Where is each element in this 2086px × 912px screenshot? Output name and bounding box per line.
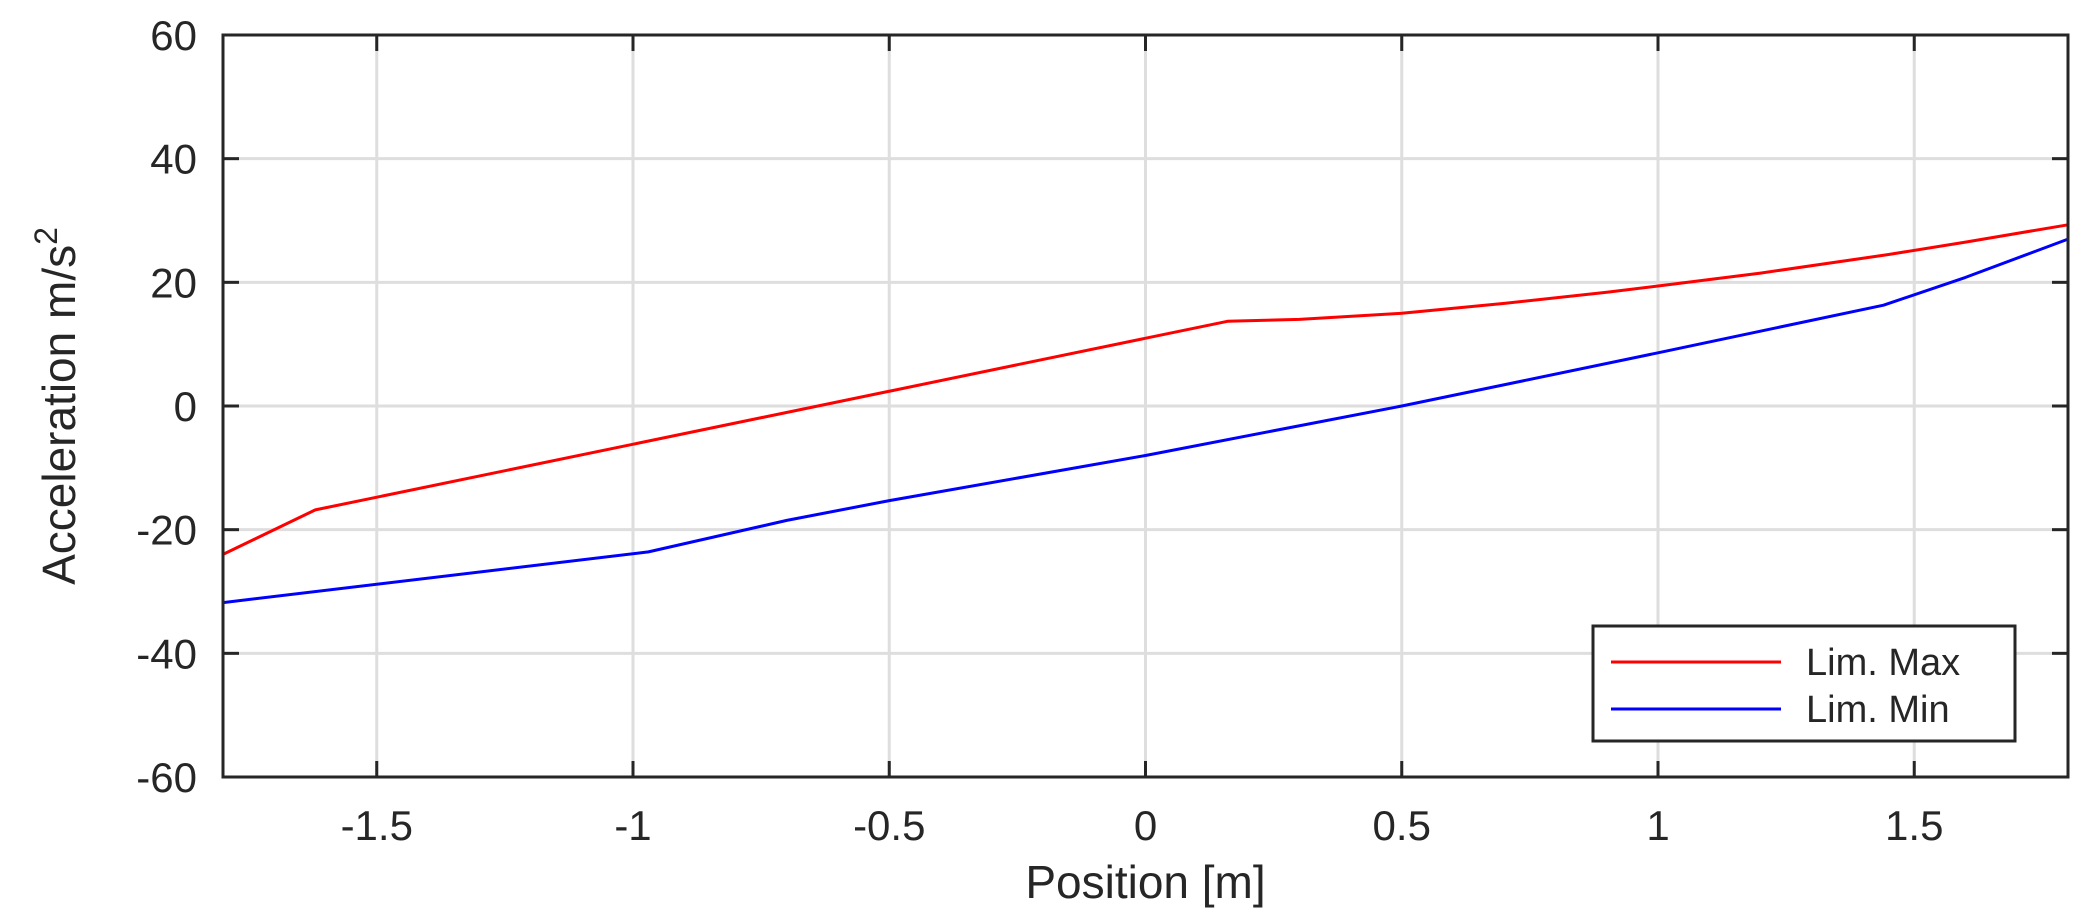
x-tick-label: -0.5: [853, 802, 925, 849]
y-tick-label: 0: [174, 383, 197, 430]
x-tick-label: 0: [1134, 802, 1157, 849]
axis-ticks: [223, 33, 2068, 779]
series-layer: [222, 223, 2069, 605]
x-tick-label: 1.5: [1885, 802, 1943, 849]
legend-label: Lim. Min: [1806, 689, 1950, 731]
y-tick-label: 60: [150, 12, 197, 59]
x-tick-label: -1.5: [341, 802, 413, 849]
x-tick-label: -1: [614, 802, 651, 849]
y-axis-title: Acceleration m/s2: [28, 227, 85, 585]
tick-labels: -1.5 -1 -0.5 0 0.5 1 1.5 -60 -40 -20 0 20 40 60: [136, 12, 1943, 849]
series-line-1: [222, 223, 2069, 556]
legend-box: [1591, 624, 2017, 743]
y-tick-label: -60: [136, 754, 197, 801]
series-line-2: [222, 237, 2069, 605]
x-tick-label: 0.5: [1373, 802, 1431, 849]
y-tick-label: 20: [150, 259, 197, 306]
x-tick-label: 1: [1646, 802, 1669, 849]
legend-label: Lim. Max: [1806, 642, 1960, 684]
legend: Lim. Max Lim. Min: [1591, 624, 2017, 743]
y-tick-label: -40: [136, 630, 197, 677]
x-axis-title: Position [m]: [1025, 856, 1265, 908]
y-axis-title-base: Acceleration m/s: [33, 245, 85, 585]
y-axis-title-exponent: 2: [28, 227, 64, 245]
y-tick-label: -20: [136, 507, 197, 554]
y-tick-label: 40: [150, 136, 197, 183]
